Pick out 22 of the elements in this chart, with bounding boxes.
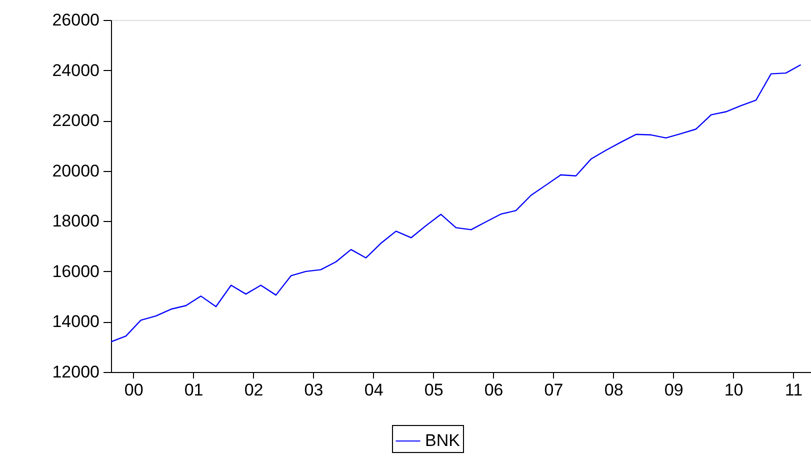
- x-tick-label: 09: [664, 380, 684, 400]
- y-tick-label: 12000: [52, 362, 100, 382]
- x-tick-label: 00: [124, 380, 144, 400]
- line-series: [111, 64, 802, 342]
- x-tick-label: 11: [784, 380, 803, 400]
- x-tick-label: 02: [244, 380, 264, 400]
- legend-label: BNK: [425, 431, 461, 450]
- x-tick-label: 04: [364, 380, 384, 400]
- x-tick-label: 08: [604, 380, 624, 400]
- y-tick-label: 20000: [52, 161, 100, 180]
- x-tick-label: 06: [484, 380, 504, 400]
- y-tick-label: 18000: [52, 212, 100, 231]
- y-tick-label: 26000: [52, 10, 100, 30]
- y-tick-label: 24000: [52, 60, 100, 80]
- x-tick-label: 07: [544, 380, 564, 400]
- x-tick-label: 10: [724, 380, 744, 400]
- y-tick-label: 14000: [52, 312, 100, 332]
- y-tick-label: 22000: [52, 111, 100, 130]
- y-tick-label: 16000: [52, 262, 100, 281]
- x-tick-label: 05: [424, 380, 444, 400]
- x-tick-label: 01: [184, 380, 204, 400]
- x-tick-label: 03: [304, 380, 324, 400]
